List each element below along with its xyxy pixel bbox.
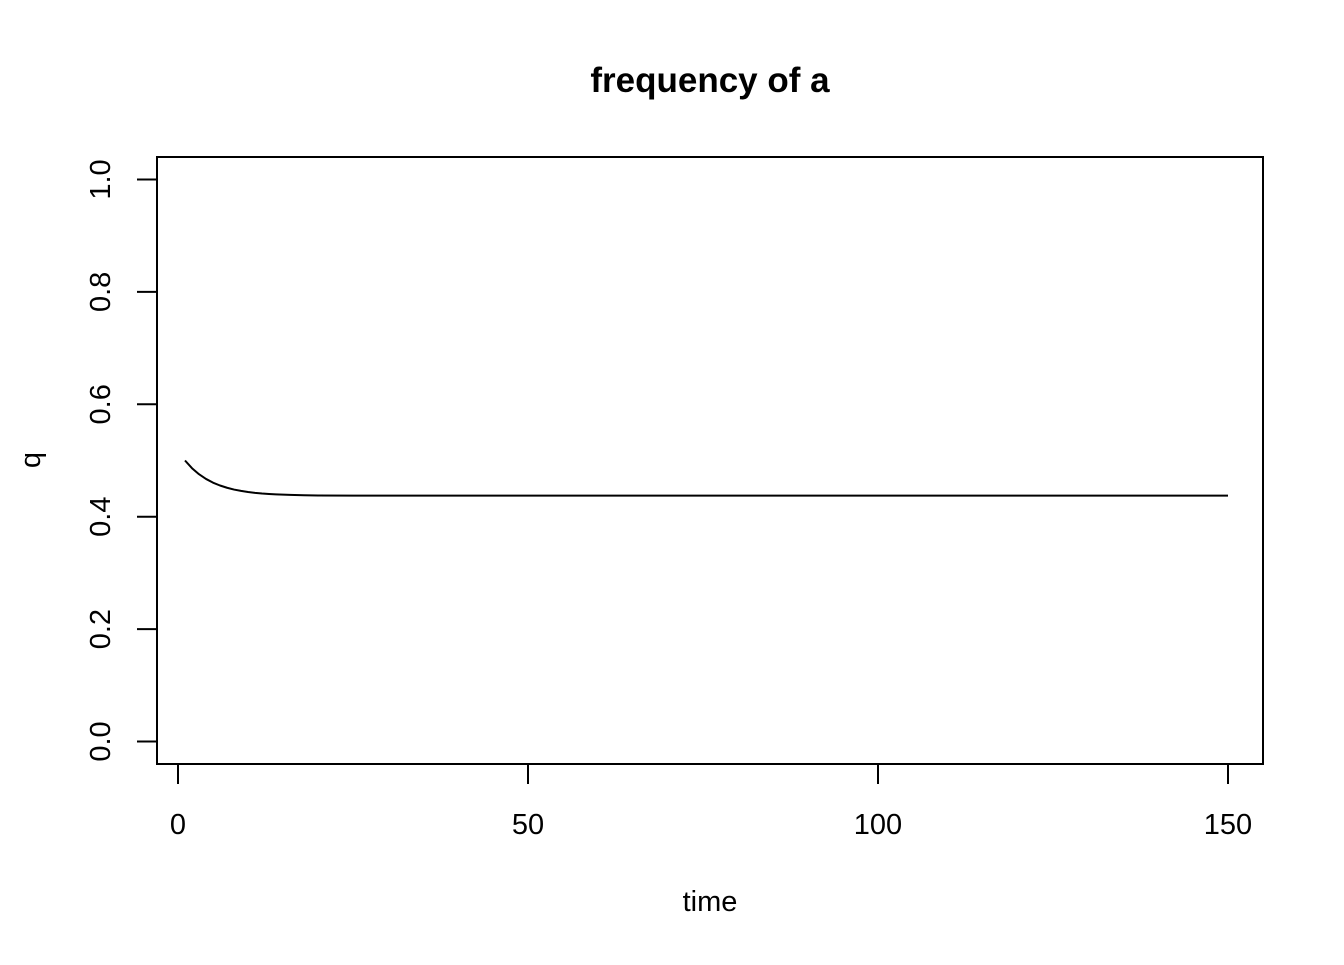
- y-tick-label: 0.6: [85, 384, 117, 424]
- y-tick-label: 1.0: [85, 159, 117, 199]
- y-tick-label: 0.2: [85, 609, 117, 649]
- x-axis-label: time: [683, 886, 738, 918]
- x-tick-label: 0: [170, 809, 186, 841]
- y-tick-label: 0.8: [85, 272, 117, 312]
- y-axis-label: q: [15, 452, 47, 468]
- x-tick-label: 50: [512, 809, 544, 841]
- series-line: [184, 459, 1228, 497]
- y-axis: 0.0 0.2 0.4 0.6 0.8 1.0: [85, 159, 158, 762]
- y-tick-label: 0.0: [85, 721, 117, 761]
- plot-frame: [156, 156, 1264, 765]
- x-tick-label: 100: [854, 809, 902, 841]
- x-axis: 0 50 100 150: [170, 763, 1252, 841]
- x-tick-label: 150: [1204, 809, 1252, 841]
- series-layer: [184, 459, 1228, 497]
- y-tick-label: 0.4: [85, 497, 117, 537]
- chart-title: frequency of a: [590, 61, 830, 100]
